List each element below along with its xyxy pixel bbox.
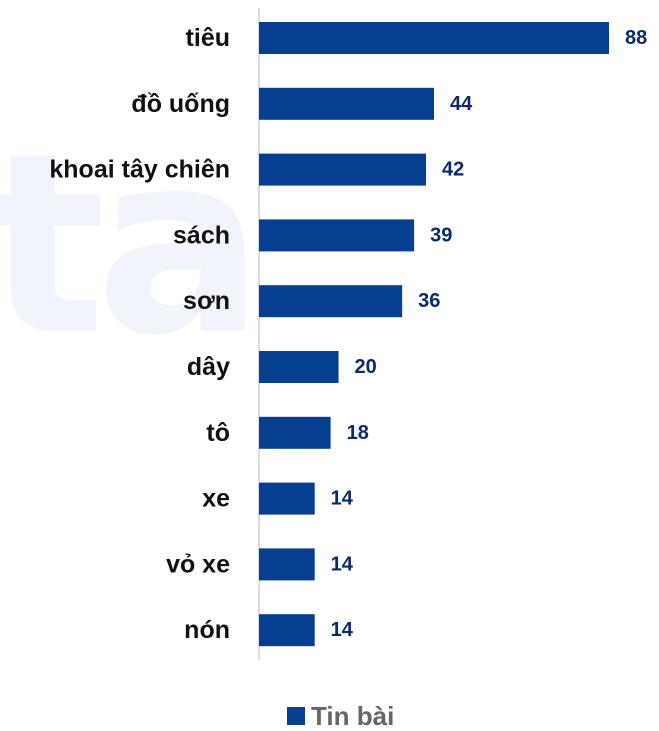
data-label: 14 [331, 553, 354, 575]
category-label: nón [184, 616, 230, 644]
bar [259, 614, 315, 647]
bar [259, 22, 609, 54]
data-label: 14 [331, 619, 354, 641]
category-label: đồ uống [131, 90, 230, 118]
legend-label: Tin bài [311, 701, 395, 731]
category-label: vỏ xe [166, 550, 230, 578]
bar [259, 153, 427, 186]
category-label: xe [202, 485, 230, 513]
category-label: sơn [183, 287, 230, 315]
category-label: tiêu [186, 24, 230, 52]
data-label: 20 [355, 356, 377, 378]
data-label: 39 [430, 224, 452, 246]
legend: Tin bài [287, 703, 394, 729]
bar [259, 351, 339, 383]
data-label: 14 [331, 488, 354, 510]
data-label: 36 [418, 290, 440, 312]
bar [259, 548, 315, 581]
category-label: sách [173, 221, 230, 249]
bar [259, 87, 434, 120]
data-label: 18 [347, 422, 369, 444]
category-label: khoai tây chiên [49, 156, 230, 184]
data-label: 44 [450, 93, 473, 115]
watermark-logo: ta [0, 99, 264, 390]
bar [259, 285, 403, 318]
data-label: 42 [442, 159, 464, 181]
data-label: 88 [625, 27, 647, 49]
bar [259, 416, 331, 449]
bar [259, 219, 415, 252]
legend-swatch [287, 707, 305, 725]
category-label: dây [187, 353, 230, 381]
bar-chart-plot: tiêu 88 đồ uống 44 khoai tây chiên 42 sách 39 sơ… [49, 8, 647, 660]
category-label: tô [206, 419, 230, 447]
bar [259, 482, 315, 515]
